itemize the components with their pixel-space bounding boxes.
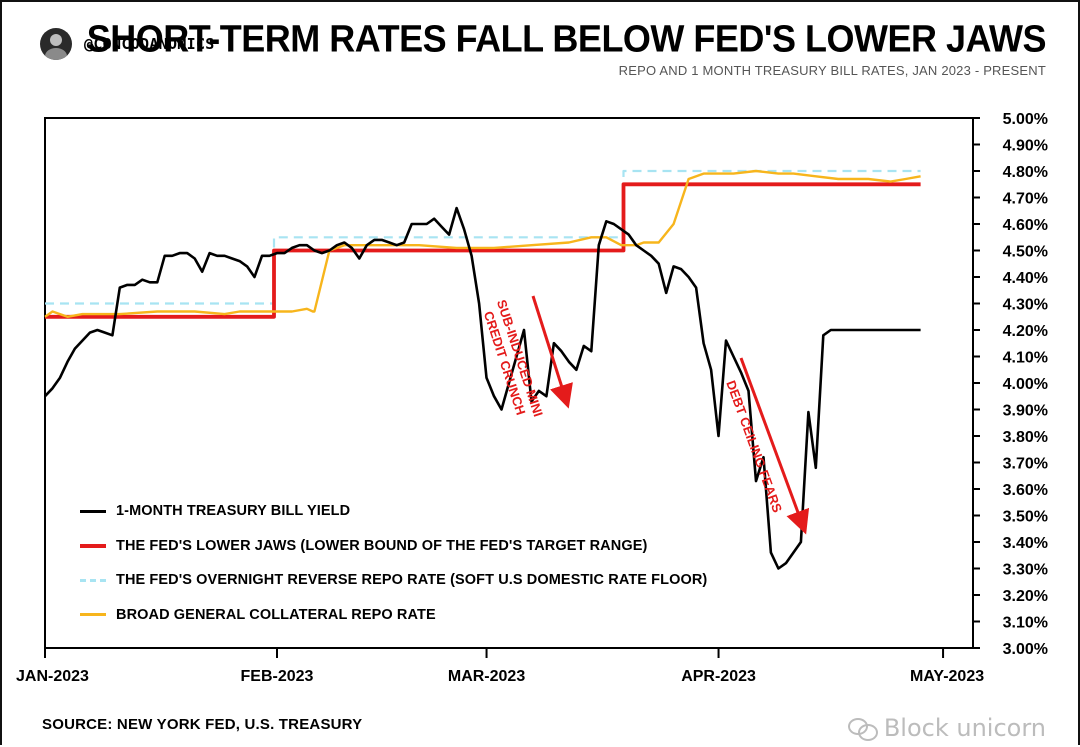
legend-item: BROAD GENERAL COLLATERAL REPO RATE bbox=[80, 598, 707, 633]
y-tick-label: 3.30% bbox=[1003, 562, 1048, 579]
y-tick-label: 4.30% bbox=[1003, 297, 1048, 314]
y-tick-label: 4.50% bbox=[1003, 244, 1048, 261]
legend: 1-MONTH TREASURY BILL YIELD THE FED'S LO… bbox=[80, 494, 707, 632]
watermark-text: Block unicorn bbox=[883, 714, 1046, 742]
plot-area bbox=[44, 117, 974, 649]
legend-label: THE FED'S OVERNIGHT REVERSE REPO RATE (S… bbox=[116, 572, 708, 589]
legend-item: THE FED'S OVERNIGHT REVERSE REPO RATE (S… bbox=[80, 563, 707, 598]
x-tick-label: FEB-2023 bbox=[241, 668, 314, 685]
debt-ceiling-arrow bbox=[739, 357, 810, 535]
axes: 5.00% 4.90% 4.80% 4.70% 4.60% 4.50% 4.40% 4.30%… bbox=[16, 111, 1048, 685]
series-line-2 bbox=[45, 182, 921, 319]
y-tick-label: 3.80% bbox=[1003, 429, 1048, 446]
brand: @CONCODANOMICS bbox=[40, 28, 215, 60]
chart-title: SHORT-TERM RATES FALL BELOW FED'S LOWER … bbox=[86, 16, 1047, 60]
series-line-1 bbox=[44, 206, 921, 570]
y-tick-label: 5.00% bbox=[1003, 111, 1048, 128]
y-tick-label: 3.90% bbox=[1003, 403, 1048, 420]
x-tick-label: JAN-2023 bbox=[16, 668, 89, 685]
y-tick-label: 4.40% bbox=[1003, 270, 1048, 287]
x-tick-label: APR-2023 bbox=[681, 668, 756, 685]
legend-swatch bbox=[80, 613, 106, 617]
legend-label: BROAD GENERAL COLLATERAL REPO RATE bbox=[116, 606, 436, 623]
y-tick-label: 4.60% bbox=[1003, 217, 1048, 234]
y-tick-label: 3.70% bbox=[1003, 456, 1048, 473]
series-line-3 bbox=[45, 169, 921, 305]
y-tick-label: 3.00% bbox=[1003, 641, 1048, 658]
y-tick-label: 4.00% bbox=[1003, 376, 1048, 393]
chart-canvas: 5.00% 4.90% 4.80% 4.70% 4.60% 4.50% 4.40% 4.30%… bbox=[16, 111, 1048, 685]
author-handle: @CONCODANOMICS bbox=[84, 35, 215, 53]
legend-swatch bbox=[80, 509, 106, 513]
legend-swatch bbox=[80, 543, 106, 548]
y-tick-label: 4.80% bbox=[1003, 164, 1048, 181]
legend-item: THE FED'S LOWER JAWS (LOWER BOUND OF THE… bbox=[80, 529, 707, 564]
y-tick-label: 4.70% bbox=[1003, 191, 1048, 208]
source-note: SOURCE: NEW YORK FED, U.S. TREASURY bbox=[42, 716, 363, 733]
y-tick-label: 4.10% bbox=[1003, 350, 1048, 367]
y-tick-label: 4.20% bbox=[1003, 323, 1048, 340]
legend-label: THE FED'S LOWER JAWS (LOWER BOUND OF THE… bbox=[116, 537, 648, 554]
x-tick-label: MAY-2023 bbox=[910, 668, 984, 685]
series-line-4 bbox=[44, 169, 921, 318]
credit-crunch-arrow bbox=[531, 295, 573, 409]
y-tick-label: 3.20% bbox=[1003, 588, 1048, 605]
y-tick-label: 3.40% bbox=[1003, 535, 1048, 552]
legend-swatch bbox=[80, 578, 106, 582]
y-tick-label: 3.10% bbox=[1003, 615, 1048, 632]
legend-label: 1-MONTH TREASURY BILL YIELD bbox=[116, 503, 351, 520]
y-tick-label: 4.90% bbox=[1003, 138, 1048, 155]
legend-item: 1-MONTH TREASURY BILL YIELD bbox=[80, 494, 707, 529]
y-tick-label: 3.50% bbox=[1003, 509, 1048, 526]
watermark: Block unicorn bbox=[847, 714, 1046, 742]
wechat-icon bbox=[847, 716, 878, 741]
y-tick-label: 3.60% bbox=[1003, 482, 1048, 499]
x-tick-label: MAR-2023 bbox=[448, 668, 525, 685]
chart-subtitle: REPO AND 1 MONTH TREASURY BILL RATES, JA… bbox=[618, 63, 1046, 78]
avatar bbox=[40, 28, 72, 60]
